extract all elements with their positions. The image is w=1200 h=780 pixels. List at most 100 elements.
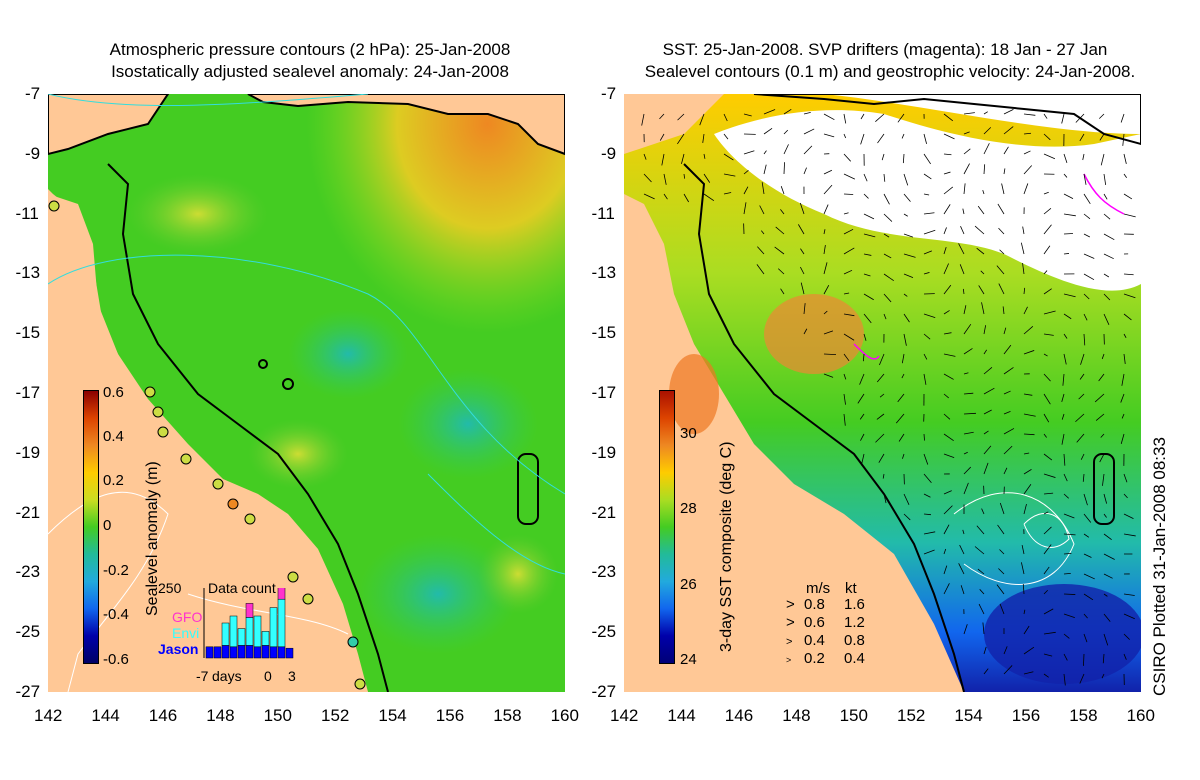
sst-tick-26: 26 xyxy=(680,576,697,593)
velocity-arrow xyxy=(1043,353,1048,357)
velocity-arrow xyxy=(883,233,890,238)
velocity-arrow xyxy=(1101,353,1105,360)
velocity-arrow xyxy=(983,143,990,155)
velocity-arrow xyxy=(1120,113,1125,123)
velocity-arrow xyxy=(981,302,985,315)
velocity-arrow xyxy=(683,173,686,179)
right-y-tick: -25 xyxy=(591,622,617,642)
inset-bar-envi xyxy=(269,607,278,648)
velocity-arrow xyxy=(643,173,652,183)
velocity-arrow xyxy=(1003,410,1011,415)
left-title-line2: Isostatically adjusted sealevel anomaly:… xyxy=(111,62,509,81)
velocity-arrow xyxy=(681,153,685,164)
velocity-arrow xyxy=(982,190,985,195)
velocity-arrows xyxy=(641,108,1136,686)
velocity-arrow xyxy=(1043,393,1051,405)
left-y-tick: -25 xyxy=(15,622,41,642)
velocity-arrow xyxy=(1099,133,1105,141)
velocity-arrow xyxy=(1003,108,1014,115)
velocity-arrow xyxy=(883,253,892,259)
velocity-arrow xyxy=(1063,493,1069,499)
velocity-arrow xyxy=(1083,313,1088,321)
sealevel-colorbar xyxy=(83,390,99,664)
velocity-arrow xyxy=(783,144,789,155)
inset-bar-jason xyxy=(269,646,278,659)
velocity-arrow xyxy=(923,133,927,144)
velocity-arrow xyxy=(1083,173,1087,185)
inset-bar-gfo xyxy=(277,588,286,600)
velocity-arrow xyxy=(963,148,971,155)
velocity-arrow xyxy=(1103,293,1111,301)
velocity-arrow xyxy=(943,227,947,235)
velocity-arrow xyxy=(878,453,885,463)
velocity-arrow xyxy=(863,313,872,324)
sst-map xyxy=(624,94,1141,692)
velocity-arrow xyxy=(903,233,914,238)
velocity-arrow xyxy=(943,263,949,275)
velocity-arrow xyxy=(860,113,865,120)
velocity-arrow xyxy=(882,473,885,479)
legend-gfo: GFO xyxy=(172,609,203,625)
velocity-arrow xyxy=(1083,333,1086,346)
velocity-arrow xyxy=(1080,453,1085,460)
velocity-arrow xyxy=(859,373,865,385)
velocity-arrow xyxy=(963,624,968,635)
velocity-arrow xyxy=(1083,233,1091,238)
velocity-arrow xyxy=(1083,653,1085,666)
velocity-arrow xyxy=(1123,513,1134,520)
velocity-arrow xyxy=(943,204,951,215)
velocity-arrow xyxy=(963,392,974,395)
velocity-arrow xyxy=(1083,193,1091,205)
velocity-arrow xyxy=(923,333,931,340)
velocity-arrow xyxy=(1023,646,1035,655)
velocity-arrow xyxy=(979,589,985,595)
velocity-arrow xyxy=(923,193,930,196)
left-x-tick: 144 xyxy=(91,706,120,725)
velocity-arrow xyxy=(1103,233,1115,241)
velocity-arrow xyxy=(780,209,785,215)
velocity-arrow xyxy=(943,247,947,255)
colorbar-tick-1: 0.6 xyxy=(103,384,124,401)
velocity-arrow xyxy=(1003,428,1015,435)
inset-bar-envi xyxy=(277,598,286,648)
velocity-arrow xyxy=(1120,393,1125,403)
left-y-tick: -21 xyxy=(15,502,41,522)
left-y-tick: -11 xyxy=(15,203,39,223)
velocity-arrow xyxy=(998,227,1005,235)
inset-bar-jason xyxy=(277,646,286,659)
velocity-arrow xyxy=(923,549,935,555)
velocity-arrow xyxy=(1022,584,1025,595)
velocity-arrow xyxy=(923,493,931,498)
velocity-arrow xyxy=(998,283,1005,295)
velocity-arrow xyxy=(863,273,871,277)
velocity-arrow xyxy=(757,246,765,255)
velocity-arrow xyxy=(1083,273,1095,281)
right-x-tick: 142 xyxy=(610,706,639,725)
velocity-arrow xyxy=(1043,608,1054,615)
velocity-arrow xyxy=(743,186,749,195)
legend-jason: Jason xyxy=(158,641,199,657)
right-y-tick: -15 xyxy=(591,323,617,343)
right-x-tick: 154 xyxy=(954,706,983,725)
velocity-arrow xyxy=(962,288,965,295)
velocity-arrow xyxy=(1043,526,1052,535)
velocity-arrow xyxy=(1063,353,1067,365)
velocity-arrow xyxy=(1023,671,1034,675)
velocity-arrow xyxy=(1023,325,1034,335)
velocity-arrow xyxy=(783,129,789,135)
velocity-arrow xyxy=(1080,353,1085,365)
velocity-arrow xyxy=(823,229,826,235)
velocity-arrow xyxy=(923,212,935,215)
velocity-arrow xyxy=(774,246,785,255)
left-y-tick: -27 xyxy=(15,682,41,701)
velocity-arrow xyxy=(1003,665,1013,675)
velocity-arrow xyxy=(943,310,950,315)
velocity-arrow xyxy=(876,413,885,420)
velocity-arrow xyxy=(799,202,805,215)
velocity-arrow xyxy=(843,353,850,362)
velocity-arrow xyxy=(943,353,956,357)
velocity-arrow xyxy=(958,243,965,255)
velocity-arrow xyxy=(699,113,705,126)
velocity-arrow xyxy=(943,186,954,195)
velocity-arrow xyxy=(943,583,950,595)
